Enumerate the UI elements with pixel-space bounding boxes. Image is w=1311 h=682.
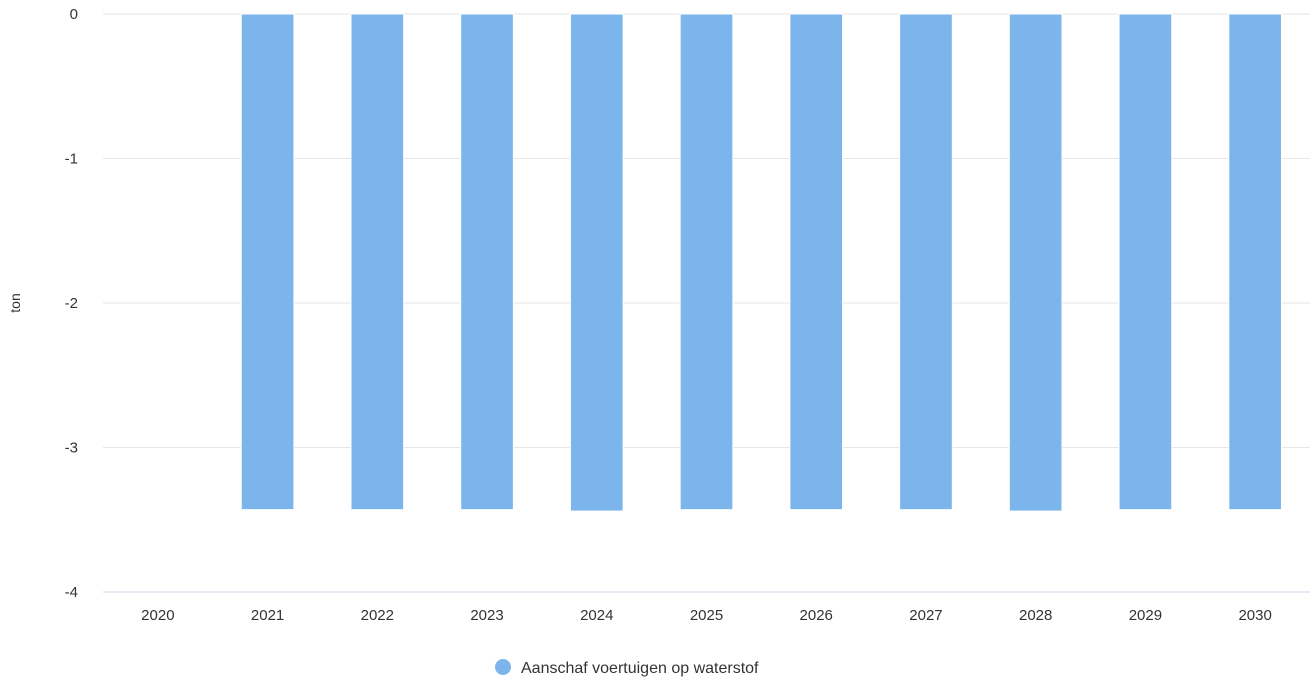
x-tick-label: 2030 [1238, 607, 1271, 624]
y-tick-label: -4 [65, 584, 78, 601]
bar-2028[interactable] [1008, 13, 1063, 512]
x-tick-label: 2022 [361, 607, 394, 624]
legend-item-label[interactable]: Aanschaf voertuigen op waterstof [521, 660, 759, 677]
y-tick-label: -3 [65, 440, 78, 457]
x-tick-label: 2023 [470, 607, 503, 624]
x-tick-label: 2021 [251, 607, 284, 624]
legend-marker-icon[interactable] [495, 659, 511, 675]
x-tick-label: 2029 [1129, 607, 1162, 624]
y-axis-tick-labels: 0 -1 -2 -3 -4 [65, 6, 78, 601]
bar-series[interactable] [240, 13, 1282, 512]
x-tick-label: 2027 [909, 607, 942, 624]
y-tick-label: 0 [70, 6, 78, 23]
x-tick-label: 2020 [141, 607, 174, 624]
bar-2026[interactable] [789, 13, 844, 511]
bar-2022[interactable] [350, 13, 405, 511]
bar-2029[interactable] [1118, 13, 1173, 511]
bar-2030[interactable] [1228, 13, 1282, 511]
bar-2021[interactable] [240, 13, 295, 511]
y-axis-title: ton [7, 293, 23, 312]
y-tick-label: -2 [65, 295, 78, 312]
x-tick-label: 2026 [800, 607, 833, 624]
legend[interactable]: Aanschaf voertuigen op waterstof [495, 659, 759, 677]
bar-2024[interactable] [569, 13, 624, 512]
bar-2025[interactable] [679, 13, 734, 511]
y-tick-label: -1 [65, 151, 78, 168]
x-tick-label: 2028 [1019, 607, 1052, 624]
bar-2023[interactable] [460, 13, 514, 511]
x-axis-tick-labels: 2020 2021 2022 2023 2024 2025 2026 2027 2028 2029… [141, 607, 1272, 624]
x-tick-label: 2024 [580, 607, 613, 624]
x-tick-label: 2025 [690, 607, 723, 624]
bar-2027[interactable] [899, 13, 953, 511]
